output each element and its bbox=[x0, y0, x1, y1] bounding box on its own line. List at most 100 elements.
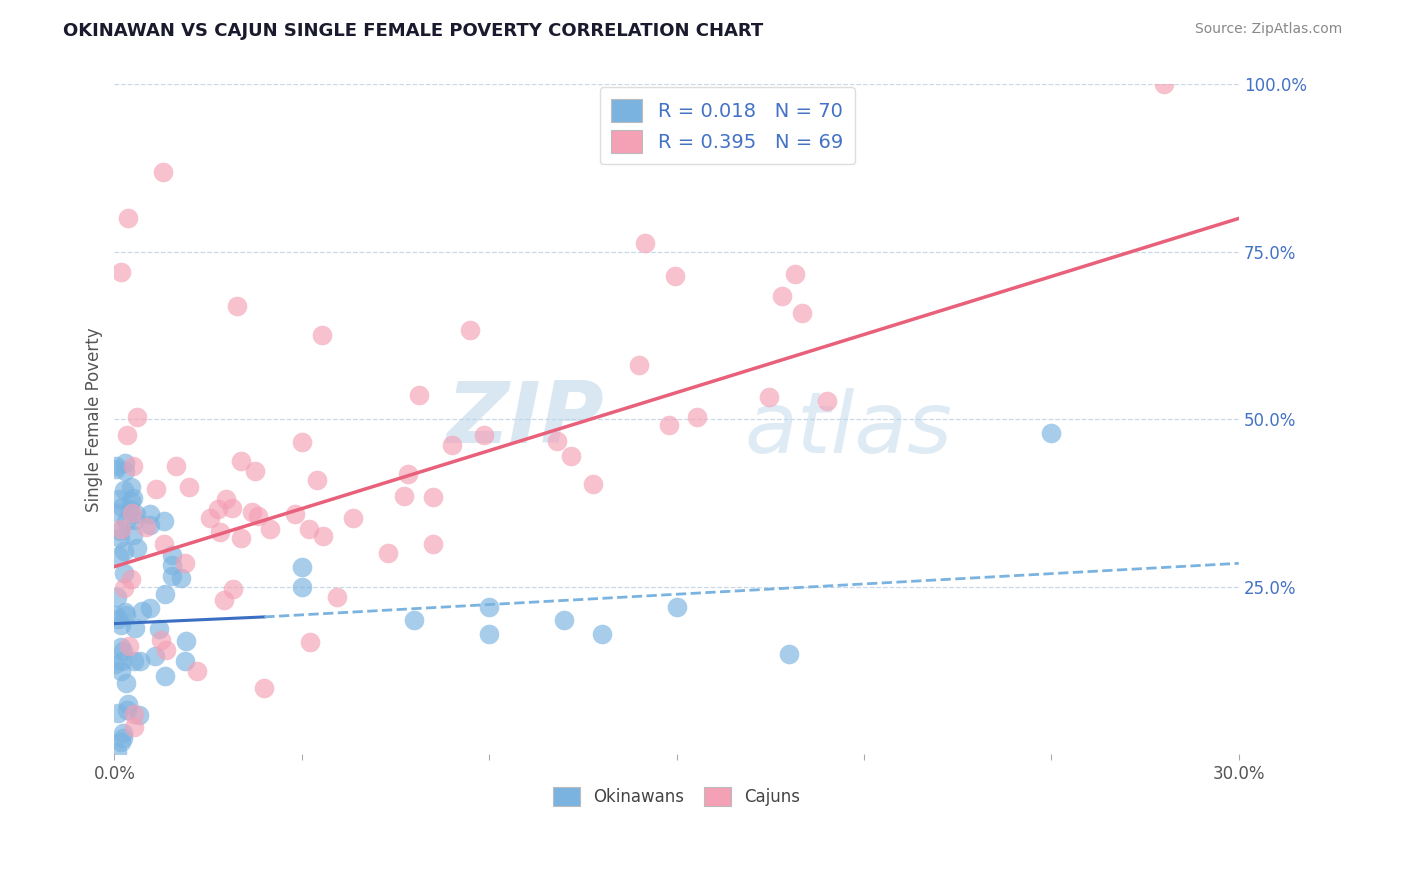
Point bbox=[215, 491, 238, 506]
Point bbox=[212, 593, 235, 607]
Point bbox=[174, 654, 197, 668]
Point bbox=[790, 305, 813, 319]
Point bbox=[547, 434, 569, 448]
Point bbox=[120, 572, 142, 586]
Point bbox=[112, 566, 135, 581]
Point bbox=[553, 613, 575, 627]
Point bbox=[658, 417, 681, 432]
Point bbox=[110, 654, 132, 668]
Point bbox=[114, 464, 136, 478]
Point bbox=[305, 473, 328, 487]
Point bbox=[111, 500, 134, 514]
Point bbox=[815, 393, 838, 408]
Point bbox=[162, 558, 184, 573]
Point bbox=[628, 358, 651, 372]
Point bbox=[198, 511, 221, 525]
Point bbox=[478, 626, 501, 640]
Point bbox=[149, 632, 172, 647]
Point bbox=[208, 524, 231, 539]
Point bbox=[110, 522, 132, 536]
Point bbox=[124, 621, 146, 635]
Y-axis label: Single Female Poverty: Single Female Poverty bbox=[86, 327, 103, 512]
Point bbox=[115, 428, 138, 442]
Point bbox=[108, 524, 131, 538]
Point bbox=[686, 410, 709, 425]
Point bbox=[153, 669, 176, 683]
Point bbox=[284, 507, 307, 521]
Point bbox=[108, 531, 131, 545]
Point bbox=[174, 556, 197, 570]
Text: atlas: atlas bbox=[744, 388, 952, 471]
Point bbox=[1040, 425, 1063, 440]
Point bbox=[118, 639, 141, 653]
Point bbox=[291, 559, 314, 574]
Point bbox=[472, 427, 495, 442]
Point bbox=[128, 707, 150, 722]
Point bbox=[124, 513, 146, 527]
Point bbox=[104, 462, 127, 476]
Point bbox=[342, 511, 364, 525]
Point bbox=[110, 618, 132, 632]
Point bbox=[664, 268, 686, 283]
Point bbox=[458, 323, 481, 337]
Point bbox=[122, 527, 145, 541]
Point bbox=[110, 265, 132, 279]
Point bbox=[226, 299, 249, 313]
Point bbox=[243, 464, 266, 478]
Point bbox=[139, 600, 162, 615]
Point bbox=[122, 654, 145, 668]
Point bbox=[478, 599, 501, 614]
Point bbox=[127, 541, 149, 556]
Point bbox=[176, 634, 198, 648]
Point bbox=[394, 489, 416, 503]
Point bbox=[114, 456, 136, 470]
Point bbox=[104, 607, 127, 622]
Point bbox=[298, 522, 321, 536]
Point bbox=[153, 514, 176, 528]
Legend: Okinawans, Cajuns: Okinawans, Cajuns bbox=[547, 780, 807, 813]
Point bbox=[112, 643, 135, 657]
Point bbox=[121, 506, 143, 520]
Point bbox=[231, 454, 253, 468]
Point bbox=[162, 548, 184, 562]
Point bbox=[117, 698, 139, 712]
Point bbox=[125, 507, 148, 521]
Point bbox=[259, 522, 281, 536]
Point bbox=[404, 613, 426, 627]
Point bbox=[758, 390, 780, 404]
Point bbox=[186, 664, 208, 678]
Point bbox=[560, 449, 582, 463]
Point bbox=[221, 500, 243, 515]
Point bbox=[634, 236, 657, 251]
Point bbox=[312, 529, 335, 543]
Point bbox=[105, 590, 128, 604]
Point bbox=[778, 647, 800, 661]
Point bbox=[114, 608, 136, 623]
Point bbox=[104, 459, 127, 474]
Point bbox=[122, 491, 145, 505]
Point bbox=[107, 612, 129, 626]
Point bbox=[396, 467, 419, 481]
Point bbox=[155, 643, 177, 657]
Text: ZIP: ZIP bbox=[446, 378, 603, 461]
Point bbox=[131, 604, 153, 618]
Point bbox=[231, 531, 253, 545]
Point bbox=[440, 438, 463, 452]
Point bbox=[127, 409, 149, 424]
Point bbox=[246, 508, 269, 523]
Point bbox=[291, 434, 314, 449]
Point bbox=[114, 605, 136, 619]
Point bbox=[107, 506, 129, 520]
Point bbox=[770, 289, 793, 303]
Point bbox=[179, 480, 201, 494]
Point bbox=[120, 493, 142, 508]
Point bbox=[110, 640, 132, 654]
Point bbox=[253, 681, 276, 695]
Point bbox=[120, 502, 142, 516]
Point bbox=[665, 599, 688, 614]
Point bbox=[120, 480, 142, 494]
Point bbox=[170, 571, 193, 585]
Point bbox=[112, 731, 135, 746]
Point bbox=[115, 514, 138, 528]
Point bbox=[143, 649, 166, 664]
